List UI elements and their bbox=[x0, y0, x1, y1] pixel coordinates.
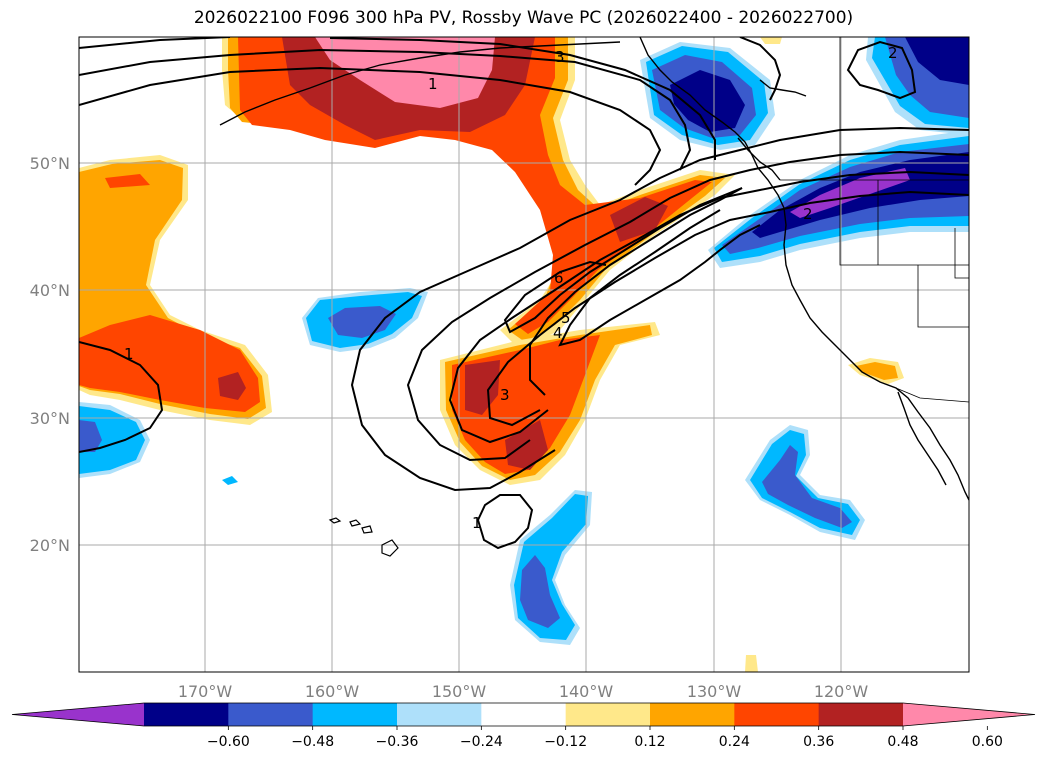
map-title: 2026022100 F096 300 hPa PV, Rossby Wave … bbox=[193, 8, 854, 28]
anomaly-streak-purple bbox=[790, 168, 910, 218]
anomaly-central-darkred-1 bbox=[465, 360, 500, 415]
colorbar-outline bbox=[11, 702, 1036, 727]
colorbar-tick-label: 0.60 bbox=[972, 734, 1003, 750]
colorbar: −0.60 −0.48 −0.36 −0.24 −0.12 0.12 0.24 0.36 0.4… bbox=[11, 702, 1036, 750]
coastlines bbox=[219, 37, 969, 501]
colorbar-tick-label: −0.24 bbox=[460, 734, 503, 750]
anomaly-west-blue bbox=[79, 420, 102, 452]
contour-canada-1 bbox=[739, 37, 782, 101]
contour-ridge-5 bbox=[529, 187, 743, 396]
contour-label-3-central: 3 bbox=[500, 386, 510, 404]
contour-ridge-2 bbox=[406, 150, 969, 462]
anomaly-south-blue bbox=[520, 555, 560, 628]
anomaly-west-darkred bbox=[218, 372, 246, 400]
colorbar-tick-label: −0.36 bbox=[376, 734, 419, 750]
anomaly-ne-navy bbox=[905, 37, 969, 85]
colorbar-segment bbox=[818, 703, 904, 726]
anomaly-se-blue bbox=[762, 445, 852, 528]
contour-ne-2 bbox=[846, 40, 917, 100]
colorbar-segment bbox=[144, 703, 229, 726]
colorbar-segment bbox=[481, 703, 567, 726]
colorbar-segment bbox=[228, 703, 314, 726]
contour-ridge-inner bbox=[558, 209, 761, 347]
lon-label-160w: 160°W bbox=[305, 682, 360, 701]
colorbar-extend-high bbox=[903, 703, 1035, 726]
us-state-borders bbox=[839, 37, 969, 328]
anomaly-west-redorange-small bbox=[105, 174, 150, 188]
colorbar-segment bbox=[734, 703, 820, 726]
colorbar-tick-label: 0.24 bbox=[719, 734, 750, 750]
anomaly-bc-navy bbox=[670, 70, 745, 132]
anomaly-west-redorange bbox=[79, 315, 260, 412]
anomaly-central-darkred-2 bbox=[505, 420, 548, 470]
map-frame bbox=[78, 36, 970, 673]
lat-label-20n: 20°N bbox=[30, 536, 70, 555]
contour-label-4: 4 bbox=[553, 324, 563, 342]
contour-labels: 3 1 1 6 5 4 3 1 2 2 bbox=[124, 44, 898, 532]
positive-anomaly-shading bbox=[79, 37, 904, 672]
contour-south-1 bbox=[476, 494, 534, 550]
us-mexico-border bbox=[895, 387, 969, 403]
lat-label-40n: 40°N bbox=[30, 281, 70, 300]
canada-interior-coastline bbox=[759, 79, 807, 97]
lon-label-170w: 170°W bbox=[178, 682, 233, 701]
lon-label-150w: 150°W bbox=[432, 682, 487, 701]
north-america-coastline bbox=[639, 37, 969, 501]
colorbar-segment bbox=[650, 703, 735, 726]
contour-northern-3 bbox=[79, 37, 716, 160]
colorbar-extend-low bbox=[12, 703, 144, 726]
colorbar-tick-label: 0.12 bbox=[634, 734, 665, 750]
contour-northern-2 bbox=[79, 48, 692, 171]
longitude-axis: 170°W 160°W 150°W 140°W 130°W 120°W bbox=[178, 682, 869, 701]
contour-northern-1 bbox=[79, 66, 662, 186]
colorbar-tick-label: −0.48 bbox=[291, 734, 334, 750]
contour-label-2-ne: 2 bbox=[888, 44, 898, 62]
latitude-axis: 50°N 40°N 30°N 20°N bbox=[30, 154, 70, 555]
alaska-peninsula-coastline bbox=[219, 41, 621, 126]
contour-ridge-outer bbox=[350, 126, 969, 492]
contour-label-1-south: 1 bbox=[472, 514, 482, 532]
hawaiian-islands bbox=[328, 517, 399, 557]
anomaly-west-cyan bbox=[79, 406, 145, 474]
contour-label-2-streak: 2 bbox=[803, 205, 813, 223]
contour-label-1-west: 1 bbox=[124, 345, 134, 363]
contour-west-1 bbox=[79, 341, 164, 453]
lon-label-120w: 120°W bbox=[814, 682, 869, 701]
contour-label-5: 5 bbox=[561, 309, 571, 327]
lat-label-30n: 30°N bbox=[30, 409, 70, 428]
contour-label-6: 6 bbox=[554, 269, 564, 287]
colorbar-segment bbox=[565, 703, 651, 726]
contour-label-3-north: 3 bbox=[555, 48, 565, 66]
baja-coastline bbox=[897, 391, 947, 486]
colorbar-tick-label: −0.60 bbox=[207, 734, 250, 750]
gridlines bbox=[79, 37, 969, 672]
contour-ridge-4 bbox=[486, 190, 969, 427]
contour-ridge-3 bbox=[448, 170, 969, 444]
colorbar-tick-label: 0.36 bbox=[803, 734, 834, 750]
anomaly-southern-yellow bbox=[745, 655, 758, 672]
colorbar-tick-label: −0.12 bbox=[544, 734, 587, 750]
anomaly-canada-yellow bbox=[760, 37, 782, 44]
contour-label-1-north: 1 bbox=[428, 75, 438, 93]
colorbar-tick-label: 0.48 bbox=[887, 734, 918, 750]
anomaly-california-orange bbox=[856, 362, 898, 380]
pv-contours bbox=[79, 37, 969, 550]
colorbar-segment bbox=[312, 703, 398, 726]
lon-label-130w: 130°W bbox=[687, 682, 742, 701]
map-content: 3 1 1 6 5 4 3 1 2 2 bbox=[79, 37, 969, 672]
anomaly-alaska-pink bbox=[315, 37, 495, 108]
vancouver-island-coastline bbox=[737, 137, 781, 181]
anomaly-mid-blue bbox=[328, 306, 396, 338]
contour-ridge-6 bbox=[503, 187, 743, 334]
anomaly-tiny-cyan bbox=[222, 476, 238, 485]
colorbar-segment bbox=[397, 703, 482, 726]
lat-label-50n: 50°N bbox=[30, 154, 70, 173]
lon-label-140w: 140°W bbox=[559, 682, 614, 701]
